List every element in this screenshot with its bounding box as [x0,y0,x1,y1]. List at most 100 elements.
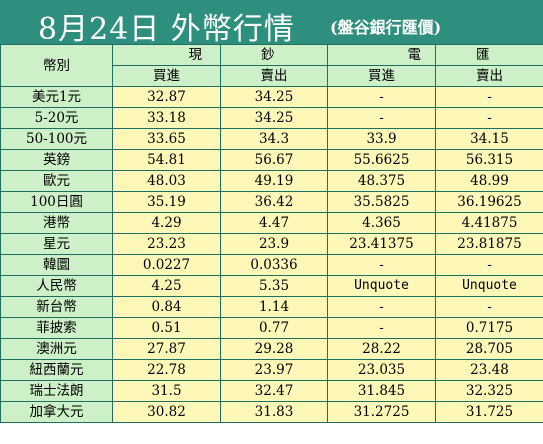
tt-sell-value: 34.15 [435,128,543,150]
tt-sell-value: 31.725 [435,401,543,423]
tt-buy-value: - [327,107,436,129]
table-row: 瑞士法朗 31.5 32.47 31.845 32.325 [0,380,543,402]
tt-sell-header: 賣出 [435,65,543,87]
currency-name: 港幣 [0,212,113,234]
tt-buy-value: - [327,317,436,339]
table-row: 紐西蘭元 22.78 23.97 23.035 23.48 [0,359,543,381]
cash-sell-value: 0.0336 [220,254,328,276]
cash-buy-value: 54.81 [112,149,221,171]
cash-sell-value: 4.47 [220,212,328,234]
table-row: 50-100元 33.65 34.3 33.9 34.15 [0,128,543,150]
currency-name: 加拿大元 [0,401,113,423]
cash-buy-value: 48.03 [112,170,221,192]
currency-name: 50-100元 [0,128,113,150]
currency-name: 人民幣 [0,275,113,297]
cash-sell-value: 29.28 [220,338,328,360]
currency-name: 歐元 [0,170,113,192]
currency-name: 澳洲元 [0,338,113,360]
tt-sell-value: 0.7175 [435,317,543,339]
rate-rows: 美元1元 32.87 34.25- -5-20元 33.18 34.25- -50-100元… [0,86,543,423]
cash-buy-value: 30.82 [112,401,221,423]
currency-column-header: 幣別 [0,44,113,87]
tt-sell-value: 48.99 [435,170,543,192]
cash-sell-header: 賣出 [220,65,328,87]
cash-sell-value: 0.77 [220,317,328,339]
table-row: 5-20元 33.18 34.25- - [0,107,543,129]
cash-sell-value: 32.47 [220,380,328,402]
tt-sell-value: Unquote [435,275,543,297]
tt-sell-value: - [435,296,543,318]
bank-source-label: (盤谷銀行匯價) [330,18,442,37]
table-row: 英鎊 54.81 56.67 55.6625 56.315 [0,149,543,171]
tt-sell-value: 56.315 [435,149,543,171]
exchange-rate-table: 幣別 現 鈔 電 匯 買進 賣出 買進 賣出 美元1元 32.87 34.25- -5… [0,44,543,423]
tt-sell-value: 23.48 [435,359,543,381]
tt-buy-value: - [327,296,436,318]
cash-buy-value: 31.5 [112,380,221,402]
tt-sell-value: 28.705 [435,338,543,360]
cash-sell-value: 5.35 [220,275,328,297]
tt-buy-value: 4.365 [327,212,436,234]
cash-sell-value: 34.25 [220,86,328,108]
tt-buy-value: 31.845 [327,380,436,402]
table-row: 歐元 48.03 49.19 48.375 48.99 [0,170,543,192]
cash-buy-value: 33.65 [112,128,221,150]
currency-name: 100日圓 [0,191,113,213]
cash-group-header-right: 鈔 [220,44,328,66]
currency-name: 瑞士法朗 [0,380,113,402]
cash-buy-value: 4.29 [112,212,221,234]
cash-buy-value: 22.78 [112,359,221,381]
header-sub-row: 買進 賣出 買進 賣出 [1,65,543,87]
cash-sell-value: 34.3 [220,128,328,150]
tt-group-header-left: 電 [327,44,436,66]
cash-buy-value: 35.19 [112,191,221,213]
cash-buy-value: 33.18 [112,107,221,129]
cash-sell-value: 1.14 [220,296,328,318]
tt-sell-value: 23.81875 [435,233,543,255]
tt-buy-header: 買進 [327,65,436,87]
tt-buy-value: 48.375 [327,170,436,192]
tt-sell-value: - [435,254,543,276]
cash-sell-value: 23.97 [220,359,328,381]
table-row: 新台幣 0.84 1.14- - [0,296,543,318]
cash-buy-value: 0.51 [112,317,221,339]
page-title: 8月24日 外幣行情 [38,12,295,47]
header-group-row: 幣別 現 鈔 電 匯 [0,44,543,87]
tt-buy-value: 35.5825 [327,191,436,213]
table-row: 菲披索 0.51 0.77-0.7175 [0,317,543,339]
currency-name: 星元 [0,233,113,255]
table-row: 港幣 4.29 4.47 4.365 4.41875 [0,212,543,234]
currency-name: 菲披索 [0,317,113,339]
tt-buy-value: 31.2725 [327,401,436,423]
currency-name: 美元1元 [0,86,113,108]
title-bar: 8月24日 外幣行情 (盤谷銀行匯價) [0,0,543,47]
table-row: 人民幣 4.25 5.35 Unquote Unquote [0,275,543,297]
currency-name: 韓圜 [0,254,113,276]
cash-sell-value: 23.9 [220,233,328,255]
tt-sell-value: 36.19625 [435,191,543,213]
cash-sell-value: 49.19 [220,170,328,192]
cash-buy-value: 32.87 [112,86,221,108]
tt-sell-value: 32.325 [435,380,543,402]
table-row: 加拿大元 30.82 31.83 31.2725 31.725 [0,401,543,423]
cash-buy-value: 27.87 [112,338,221,360]
currency-name: 新台幣 [0,296,113,318]
currency-name: 英鎊 [0,149,113,171]
tt-sell-value: 4.41875 [435,212,543,234]
cash-buy-value: 23.23 [112,233,221,255]
tt-buy-value: 28.22 [327,338,436,360]
currency-name: 紐西蘭元 [0,359,113,381]
table-row: 韓圜 0.0227 0.0336- - [0,254,543,276]
cash-sell-value: 36.42 [220,191,328,213]
cash-sell-value: 31.83 [220,401,328,423]
table-row: 美元1元 32.87 34.25- - [0,86,543,108]
tt-buy-value: 23.035 [327,359,436,381]
tt-group-header-right: 匯 [435,44,543,66]
cash-group-header-left: 現 [112,44,221,66]
table-row: 星元 23.23 23.9 23.41375 23.81875 [0,233,543,255]
tt-buy-value: 33.9 [327,128,436,150]
cash-buy-header: 買進 [112,65,221,87]
table-row: 澳洲元 27.87 29.28 28.22 28.705 [0,338,543,360]
cash-buy-value: 4.25 [112,275,221,297]
